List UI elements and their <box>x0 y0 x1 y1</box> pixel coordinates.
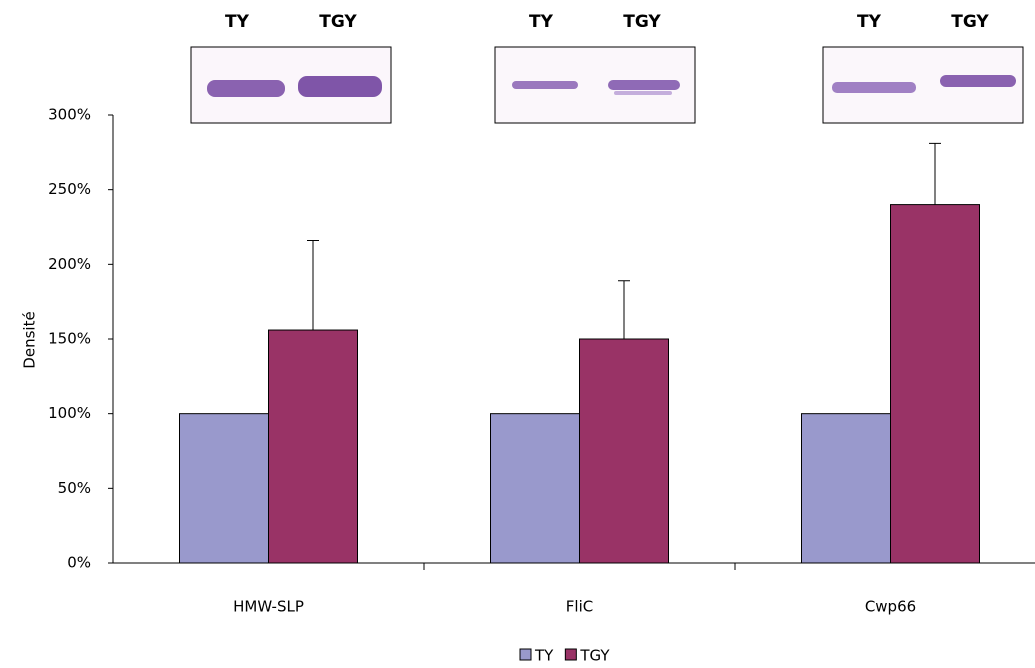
blot-label: TY <box>225 12 250 32</box>
blot-label: TY <box>857 12 882 32</box>
bar <box>490 413 580 564</box>
blot-images <box>190 46 1024 124</box>
blot-band <box>608 80 680 90</box>
bar <box>179 413 269 564</box>
y-tick-label: 150% <box>48 330 91 348</box>
blot-band <box>207 80 285 97</box>
y-axis-label: Densité <box>21 311 39 368</box>
y-tick-label: 50% <box>58 479 91 497</box>
blot-label: TY <box>529 12 554 32</box>
blot-band <box>298 76 382 97</box>
error-bar <box>618 280 630 339</box>
blot-label: TGY <box>623 12 661 32</box>
blot-label: TGY <box>951 12 989 32</box>
error-bar <box>307 239 319 331</box>
legend-swatch <box>564 648 577 661</box>
error-bar <box>929 142 941 205</box>
bar <box>268 329 358 564</box>
x-tick-label: Cwp66 <box>865 598 916 616</box>
blot-band <box>940 75 1016 87</box>
y-tick-label: 100% <box>48 404 91 422</box>
y-tick-label: 300% <box>48 106 91 124</box>
blot-band <box>614 91 672 95</box>
x-tick-label: HMW-SLP <box>233 598 304 616</box>
x-tick-label: FliC <box>566 598 593 616</box>
bar <box>890 204 980 564</box>
blot-band <box>512 81 578 89</box>
bar <box>801 413 891 564</box>
y-tick-label: 250% <box>48 180 91 198</box>
bar <box>579 338 669 564</box>
legend-label: TGY <box>579 647 610 665</box>
y-tick-label: 200% <box>48 255 91 273</box>
blot-label: TGY <box>319 12 357 32</box>
legend-swatch <box>519 648 532 661</box>
y-tick-label: 0% <box>67 554 91 572</box>
legend-label: TY <box>534 647 554 665</box>
blot-band <box>832 82 916 93</box>
